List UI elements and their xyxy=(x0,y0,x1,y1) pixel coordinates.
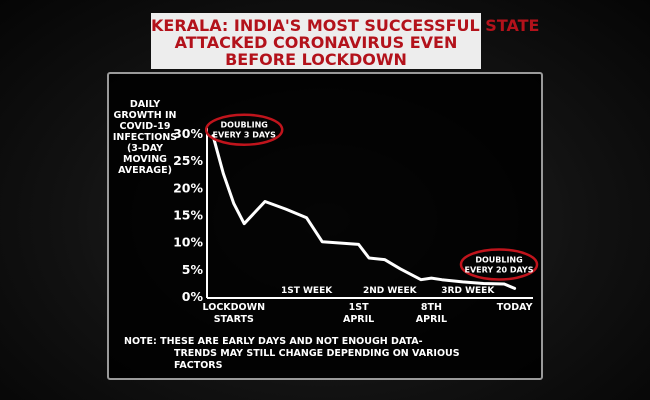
title-line-1: KERALA: INDIA'S MOST SUCCESSFUL STATE xyxy=(151,16,540,35)
y-axis-label-line: INFECTIONS xyxy=(112,132,178,143)
x-tick-label: APRIL xyxy=(343,314,374,325)
annotation-label: DOUBLING xyxy=(221,121,268,130)
x-period-label: 2ND WEEK xyxy=(363,286,418,296)
x-tick-label: APRIL xyxy=(416,314,447,325)
y-tick-label: 25% xyxy=(173,153,203,168)
footnote-line-1: NOTE: THESE ARE EARLY DAYS AND NOT ENOUG… xyxy=(124,336,423,347)
x-period-label: 3RD WEEK xyxy=(441,286,495,296)
y-axis-label-line: MOVING xyxy=(123,154,167,165)
y-tick-label: 0% xyxy=(182,289,204,304)
x-tick-label: 1ST xyxy=(349,302,369,313)
x-tick-label: TODAY xyxy=(497,302,533,313)
y-axis-label-line: DAILY xyxy=(129,99,161,110)
y-axis-label-line: (3-DAY xyxy=(126,143,164,154)
y-axis-label-line: GROWTH IN xyxy=(113,110,177,121)
x-period-label: 1ST WEEK xyxy=(281,286,333,296)
y-tick-label: 20% xyxy=(173,180,203,195)
footnote-line-2: TRENDS MAY STILL CHANGE DEPENDING ON VAR… xyxy=(174,348,460,371)
chart-title: KERALA: INDIA'S MOST SUCCESSFUL STATE AT… xyxy=(151,13,540,69)
footnote: NOTE: THESE ARE EARLY DAYS AND NOT ENOUG… xyxy=(124,336,504,372)
y-axis-label-line: COVID-19 xyxy=(119,121,171,132)
x-tick-label: LOCKDOWN xyxy=(203,302,266,313)
title-line-3: BEFORE LOCKDOWN xyxy=(225,50,407,69)
y-axis-label-line: AVERAGE) xyxy=(118,165,172,176)
title-line-2: ATTACKED CORONAVIRUS EVEN xyxy=(174,33,458,52)
annotation-label: EVERY 3 DAYS xyxy=(212,131,276,140)
x-tick-label: 8TH xyxy=(421,302,442,313)
y-tick-label: 30% xyxy=(173,126,203,141)
y-tick-label: 10% xyxy=(173,235,203,250)
y-tick-label: 5% xyxy=(182,262,204,277)
chart-panel xyxy=(107,72,543,380)
x-tick-label: STARTS xyxy=(214,314,254,325)
annotation-label: EVERY 20 DAYS xyxy=(465,265,534,274)
y-axis-label: DAILY GROWTH IN COVID-19 INFECTIONS (3-D… xyxy=(112,99,178,176)
annotation-ellipse xyxy=(204,113,284,146)
series-line xyxy=(211,134,517,290)
annotation-label: DOUBLING xyxy=(475,255,522,264)
annotation-ellipse xyxy=(459,248,539,281)
y-tick-label: 15% xyxy=(173,208,203,223)
